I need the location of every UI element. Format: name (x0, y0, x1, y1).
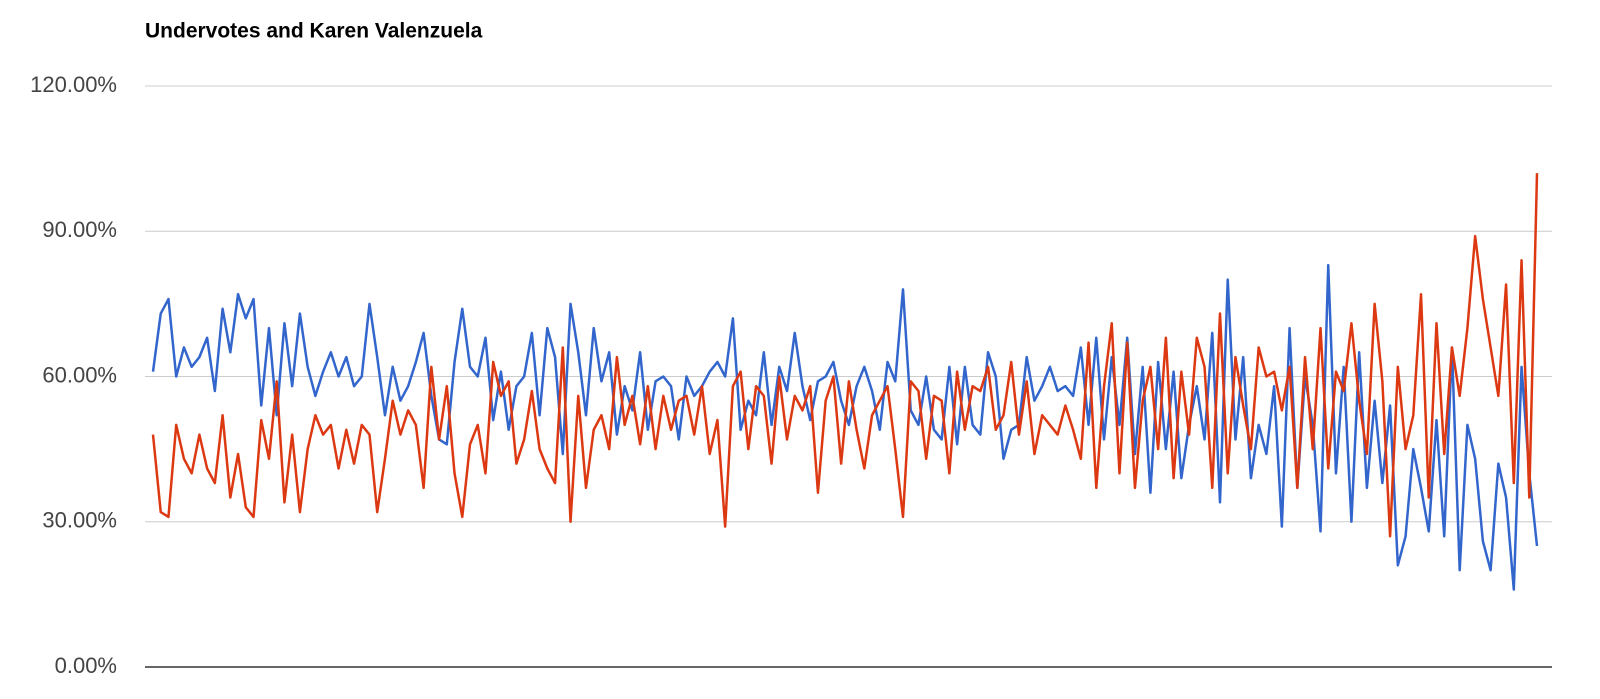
y-tick-label: 90.00% (42, 217, 117, 242)
y-tick-label: 60.00% (42, 362, 117, 387)
series-line (151, 173, 1539, 538)
chart-title: Undervotes and Karen Valenzuela (145, 20, 483, 43)
y-tick-label: 120.00% (30, 72, 117, 97)
y-tick-label: 30.00% (42, 508, 117, 533)
y-tick-label: 0.00% (55, 653, 117, 678)
